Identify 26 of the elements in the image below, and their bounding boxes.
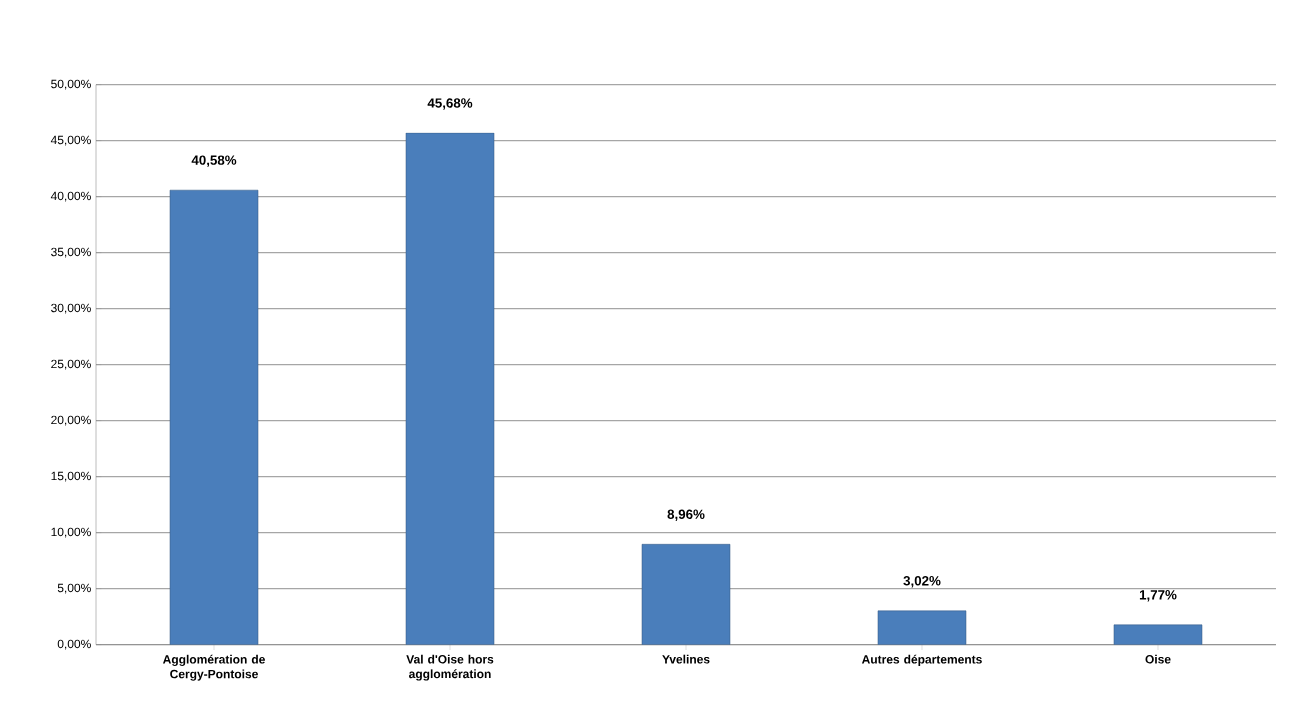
- data-label: 45,68%: [427, 98, 473, 110]
- bar: [405, 132, 495, 645]
- y-tick-label: 50,00%: [51, 79, 91, 90]
- y-tick-label: 15,00%: [51, 471, 91, 482]
- x-tick-label: Yvelines: [662, 654, 710, 664]
- x-tick-label: Val d'Oise hors agglomération: [406, 654, 494, 681]
- y-tick-label: 30,00%: [51, 303, 91, 314]
- data-label: 8,96%: [667, 509, 705, 521]
- y-tick-label: 20,00%: [51, 415, 91, 426]
- bar: [169, 189, 259, 645]
- x-tick-label: Oise: [1145, 654, 1171, 664]
- data-label: 3,02%: [903, 576, 941, 588]
- data-label: 40,58%: [191, 155, 237, 167]
- bar: [877, 610, 967, 645]
- y-tick-label: 0,00%: [57, 639, 91, 650]
- bar: [641, 544, 731, 645]
- y-tick-label: 35,00%: [51, 247, 91, 258]
- data-label: 1,77%: [1139, 590, 1177, 602]
- x-tick-label: Autres départements: [861, 654, 982, 666]
- x-tick-label: Agglomération de Cergy-Pontoise: [162, 654, 265, 681]
- y-tick-label: 45,00%: [50, 135, 91, 146]
- y-tick-label: 40,00%: [50, 191, 91, 202]
- y-tick-label: 25,00%: [51, 359, 91, 370]
- bar: [1113, 624, 1203, 645]
- y-tick-label: 10,00%: [51, 527, 91, 538]
- y-tick-label: 5,00%: [57, 583, 91, 594]
